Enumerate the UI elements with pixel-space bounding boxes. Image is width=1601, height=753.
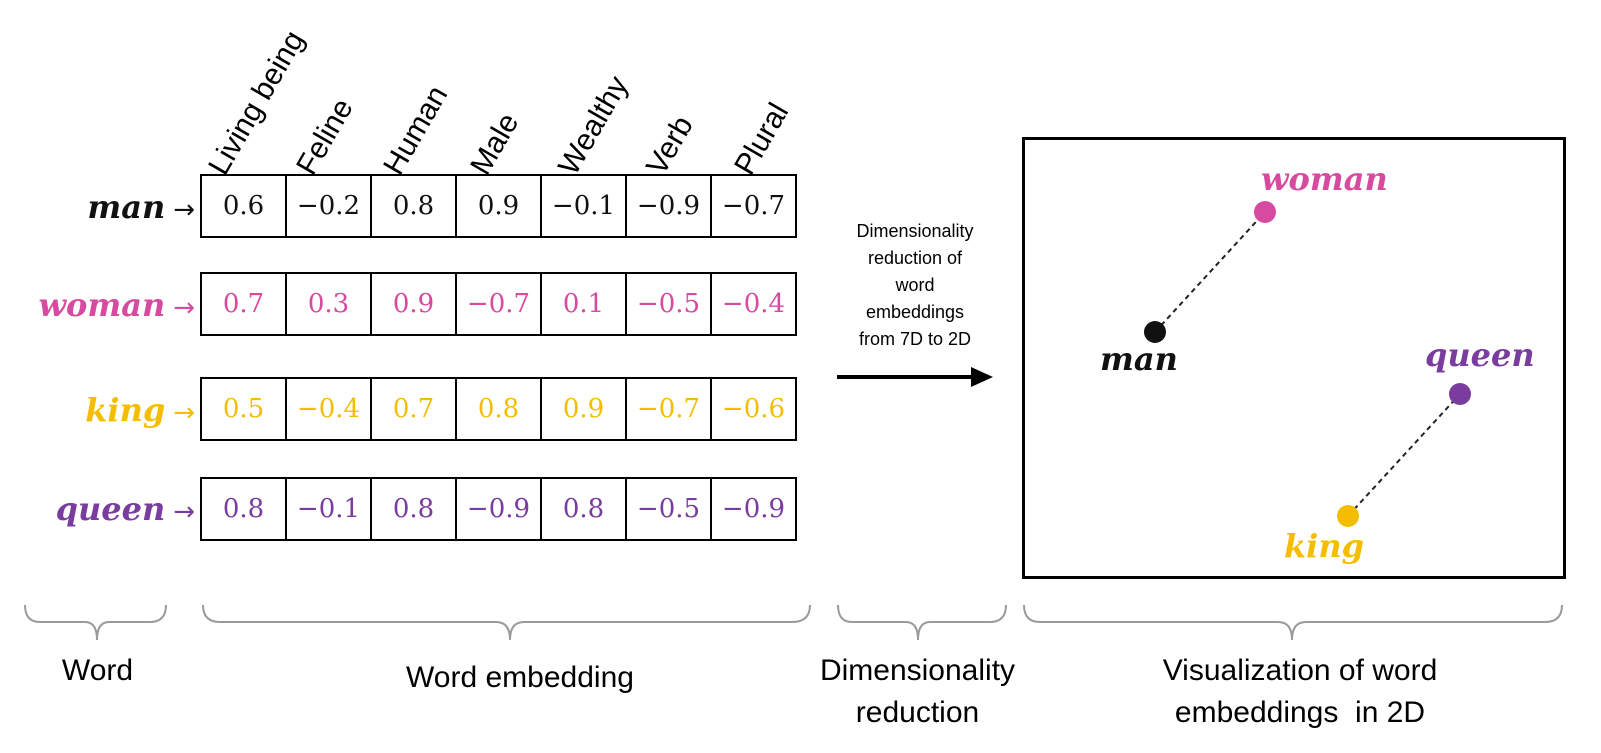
caption-line: Dimensionality bbox=[819, 654, 1016, 687]
arrow-icon: → bbox=[173, 398, 195, 428]
embedding-row-king: 0.5 −0.4 0.7 0.8 0.9 −0.7 −0.6 bbox=[200, 377, 797, 443]
caption-visualization: Visualization of word embeddings in 2D bbox=[1120, 650, 1480, 734]
point-label-man: man bbox=[1100, 340, 1178, 378]
right-arrow-icon bbox=[837, 367, 993, 387]
brace-reduction bbox=[837, 604, 1007, 641]
word-label-man: man → bbox=[0, 187, 195, 230]
brace-word bbox=[24, 604, 167, 641]
embedding-cell: −0.1 bbox=[540, 174, 627, 238]
point-label-king: king bbox=[1284, 527, 1364, 565]
embedding-row-queen: 0.8 −0.1 0.8 −0.9 0.8 −0.5 −0.9 bbox=[200, 477, 797, 543]
embedding-cell: 0.8 bbox=[370, 477, 457, 541]
caption-word: Word bbox=[61, 654, 134, 687]
embedding-cell: −0.9 bbox=[625, 174, 712, 238]
embedding-cell: −0.5 bbox=[625, 477, 712, 541]
word-label-woman: woman → bbox=[0, 285, 195, 328]
caption-line: Visualization of word bbox=[1162, 654, 1438, 687]
reduction-line: reduction of bbox=[867, 248, 963, 268]
embedding-cell: 0.8 bbox=[370, 174, 457, 238]
plot-frame bbox=[1022, 137, 1566, 579]
caption-reduction: Dimensionality reduction bbox=[790, 650, 1045, 734]
brace-visualization bbox=[1023, 604, 1563, 641]
feature-header: Male bbox=[464, 107, 526, 181]
word-text: man bbox=[87, 188, 166, 226]
embedding-cell: 0.5 bbox=[200, 377, 287, 441]
reduction-line: embeddings bbox=[865, 302, 965, 322]
arrow-icon: → bbox=[173, 293, 195, 323]
caption-line: reduction bbox=[855, 696, 980, 729]
feature-header: Plural bbox=[728, 97, 796, 181]
feature-header: Feline bbox=[290, 93, 360, 181]
embedding-cell: −0.4 bbox=[710, 272, 797, 336]
word-label-queen: queen → bbox=[0, 489, 195, 532]
word-text: queen bbox=[55, 490, 166, 528]
feature-header: Human bbox=[377, 80, 455, 181]
embedding-cell: 0.9 bbox=[370, 272, 457, 336]
embedding-cell: 0.8 bbox=[540, 477, 627, 541]
point-label-queen: queen bbox=[1425, 336, 1535, 374]
word-text: woman bbox=[38, 286, 166, 324]
embedding-cell: 0.8 bbox=[200, 477, 287, 541]
embedding-cell: −0.9 bbox=[710, 477, 797, 541]
embedding-cell: −0.2 bbox=[285, 174, 372, 238]
embedding-cell: 0.6 bbox=[200, 174, 287, 238]
embedding-cell: −0.1 bbox=[285, 477, 372, 541]
reduction-line: from 7D to 2D bbox=[858, 329, 972, 349]
embedding-row-man: 0.6 −0.2 0.8 0.9 −0.1 −0.9 −0.7 bbox=[200, 174, 797, 240]
point-label-woman: woman bbox=[1261, 160, 1388, 198]
feature-header: Wealthy bbox=[552, 70, 635, 181]
embedding-cell: 0.9 bbox=[540, 377, 627, 441]
embedding-cell: −0.4 bbox=[285, 377, 372, 441]
word-text: king bbox=[85, 391, 166, 429]
embedding-cell: 0.8 bbox=[455, 377, 542, 441]
reduction-line: word bbox=[895, 275, 935, 295]
embedding-cell: 0.9 bbox=[455, 174, 542, 238]
embedding-cell: −0.5 bbox=[625, 272, 712, 336]
reduction-line: Dimensionality bbox=[856, 221, 974, 241]
caption-line: embeddings in 2D bbox=[1174, 696, 1426, 729]
brace-embedding bbox=[202, 604, 811, 641]
arrow-icon: → bbox=[173, 497, 195, 527]
word-label-king: king → bbox=[0, 390, 195, 433]
arrow-icon: → bbox=[173, 195, 195, 225]
embedding-cell: −0.6 bbox=[710, 377, 797, 441]
embedding-cell: 0.7 bbox=[200, 272, 287, 336]
embedding-cell: 0.1 bbox=[540, 272, 627, 336]
embedding-cell: −0.9 bbox=[455, 477, 542, 541]
reduction-description: Dimensionality reduction of word embeddi… bbox=[830, 218, 1000, 353]
caption-embedding: Word embedding bbox=[406, 661, 634, 694]
embedding-cell: 0.7 bbox=[370, 377, 457, 441]
embedding-cell: −0.7 bbox=[455, 272, 542, 336]
embedding-row-woman: 0.7 0.3 0.9 −0.7 0.1 −0.5 −0.4 bbox=[200, 272, 797, 338]
section-braces bbox=[24, 604, 1563, 641]
embedding-cell: −0.7 bbox=[710, 174, 797, 238]
embedding-cell: −0.7 bbox=[625, 377, 712, 441]
embedding-cell: 0.3 bbox=[285, 272, 372, 336]
feature-header: Verb bbox=[640, 110, 700, 181]
